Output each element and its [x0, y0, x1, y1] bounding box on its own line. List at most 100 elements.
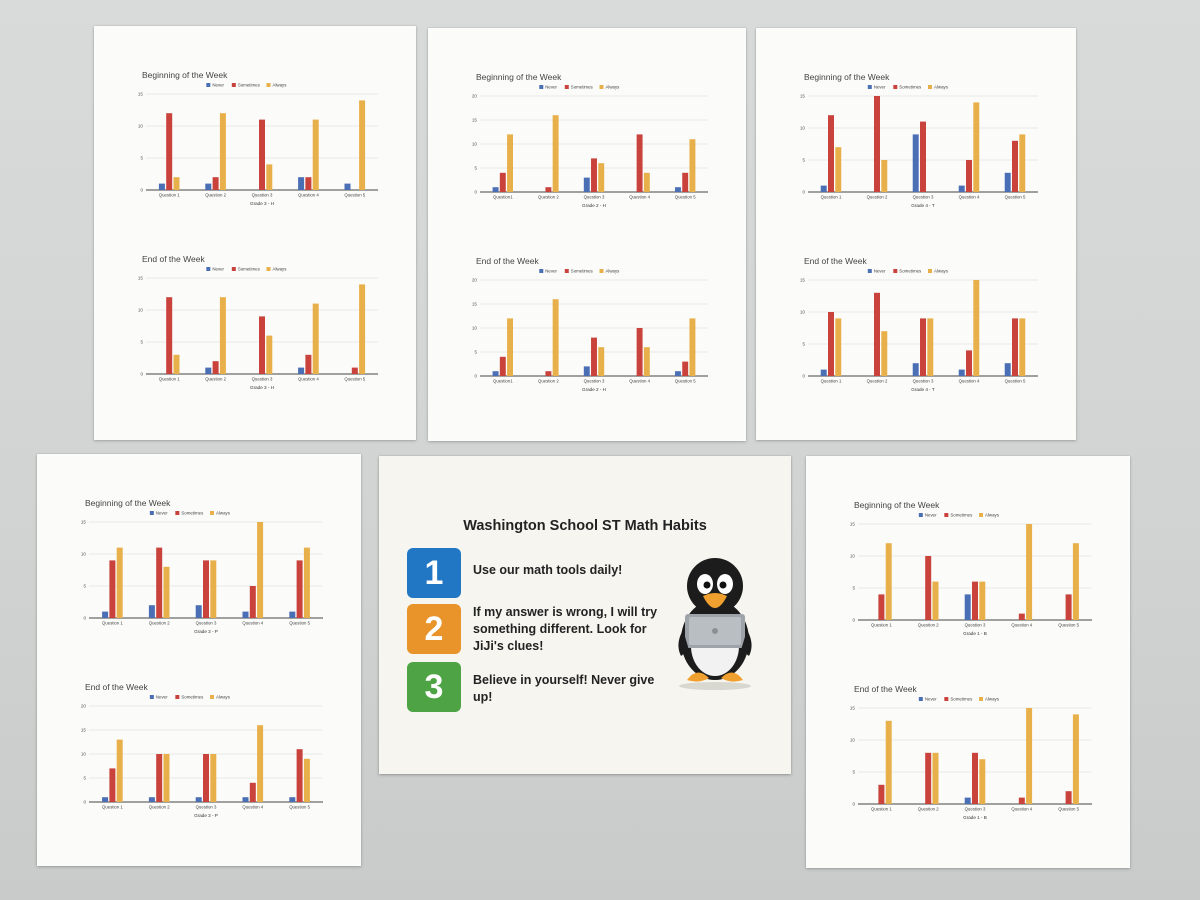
chart-e-2: End of the Week Never Sometimes Always 0 5 10 1… [850, 684, 1092, 820]
chart-e-2-legend-swatch-0 [918, 697, 923, 701]
chart-d-1-xlabel: Grade 3 - P [194, 629, 218, 634]
chart-d-2-bar-q4-never [242, 797, 249, 802]
chart-d-1-bar-q1-always [116, 547, 123, 618]
chart-c-1-bar-q4-always [973, 102, 980, 192]
chart-a-1-legend-swatch-1 [231, 83, 236, 87]
chart-a-1-bar-q2-never [205, 183, 212, 190]
chart-e-1-ytick-5: 5 [852, 586, 855, 591]
chart-d-2-legend-swatch-1 [175, 695, 180, 699]
chart-a-2-ytick-0: 0 [140, 372, 143, 377]
chart-c-1-bar-q5-always [1019, 134, 1026, 192]
chart-d-1-ytick-15: 15 [81, 520, 87, 525]
chart-c-1-bar-q3-sometimes [920, 121, 926, 192]
chart-b-1-title: Beginning of the Week [476, 72, 562, 82]
chart-e-2-legend-label-1: Sometimes [950, 696, 973, 701]
jiji-penguin-icon [678, 558, 752, 690]
chart-d-1-bar-q5-always [303, 547, 310, 618]
chart-c-2-xtick-5: Question 5 [1005, 379, 1026, 384]
chart-sheet-grade3-p: Beginning of the Week Never Sometimes Alway… [37, 454, 361, 866]
chart-a-2-xtick-1: Question 1 [159, 377, 180, 382]
chart-b-2-bar-q3-always [598, 347, 605, 376]
chart-e-2-ytick-5: 5 [852, 770, 855, 775]
chart-a-1-bar-q4-always [312, 119, 319, 190]
chart-d-1-legend-swatch-0 [149, 511, 154, 515]
chart-e-1-bar-q1-always [885, 543, 892, 620]
chart-c-1-xtick-3: Question 3 [913, 195, 934, 200]
chart-d-1-xtick-3: Question 3 [196, 621, 217, 626]
chart-c-2-bar-q3-sometimes [920, 318, 926, 376]
chart-c-2-xtick-1: Question 1 [821, 379, 842, 384]
chart-d-1-ytick-10: 10 [81, 552, 87, 557]
chart-b-1-bar-q2-sometimes [545, 187, 552, 192]
chart-c-2-bar-q4-never [958, 369, 965, 376]
chart-b-1-xtick-2: Question 2 [538, 195, 559, 200]
charts-grade3-p: Beginning of the Week Never Sometimes Alway… [81, 498, 323, 818]
chart-c-1-legend-label-0: Never [874, 84, 886, 89]
chart-e-1-bar-q4-always [1026, 524, 1033, 620]
chart-b-2-ytick-5: 5 [474, 350, 477, 355]
chart-b-1-legend-swatch-0 [539, 85, 544, 89]
chart-e-1-legend-swatch-0 [918, 513, 923, 517]
chart-e-2-title: End of the Week [854, 684, 917, 694]
chart-b-1-ytick-15: 15 [472, 118, 478, 123]
chart-c-2-bar-q3-never [912, 363, 919, 376]
chart-b-1-ytick-20: 20 [472, 94, 478, 99]
chart-e-1-bar-q3-never [964, 594, 971, 620]
chart-sheet-grade3-h: Beginning of the Week Never Sometimes Alway… [94, 26, 416, 440]
chart-e-1-title: Beginning of the Week [854, 500, 940, 510]
chart-c-2-xlabel: Grade 4 - T [911, 387, 935, 392]
chart-c-1-legend-swatch-0 [867, 85, 872, 89]
chart-a-1-ytick-0: 0 [140, 188, 143, 193]
chart-a-1-bar-q2-sometimes [212, 177, 219, 190]
chart-a-2-legend-swatch-2 [266, 267, 271, 271]
chart-d-1-bar-q4-never [242, 611, 249, 618]
chart-b-1-xlabel: Grade 2 - H [582, 203, 606, 208]
chart-c-1-ytick-10: 10 [800, 126, 806, 131]
chart-b-2-ytick-20: 20 [472, 278, 478, 283]
chart-e-2-ytick-0: 0 [852, 802, 855, 807]
chart-c-2-bar-q3-always [927, 318, 934, 376]
chart-b-2-legend-swatch-1 [564, 269, 569, 273]
chart-d-1-ytick-0: 0 [83, 616, 86, 621]
chart-a-1-xtick-5: Question 5 [344, 193, 365, 198]
chart-a-1-bar-q4-never [298, 177, 305, 190]
chart-b-2-ytick-0: 0 [474, 374, 477, 379]
chart-a-2-bar-q2-always [219, 297, 226, 374]
chart-e-1-xtick-5: Question 5 [1058, 623, 1079, 628]
chart-a-2: End of the Week Never Sometimes Always 0 5 10 1… [138, 254, 378, 390]
chart-d-1-bar-q4-sometimes [249, 586, 256, 618]
chart-a-2-bar-q5-always [359, 284, 366, 374]
chart-b-1-legend-label-2: Always [605, 84, 620, 89]
chart-b-1-bar-q1-always [507, 134, 513, 192]
chart-a-1-bar-q4-sometimes [305, 177, 312, 190]
chart-a-2-bar-q4-never [298, 367, 305, 374]
chart-d-1-ytick-5: 5 [83, 584, 86, 589]
chart-d-2-bar-q3-sometimes [203, 754, 209, 802]
chart-a-1-bar-q1-always [173, 177, 180, 190]
chart-b-2-bar-q3-never [583, 366, 590, 376]
chart-e-2-legend-label-0: Never [925, 696, 937, 701]
chart-d-2: End of the Week Never Sometimes Always 0 5 10 1… [81, 682, 323, 818]
chart-d-2-bar-q4-sometimes [249, 782, 256, 802]
chart-b-1-legend-label-1: Sometimes [571, 84, 594, 89]
chart-c-1-bar-q5-never [1004, 172, 1011, 192]
chart-c-1-bar-q4-sometimes [966, 160, 972, 192]
chart-b-1-ytick-0: 0 [474, 190, 477, 195]
chart-c-2-bar-q2-sometimes [874, 292, 880, 376]
chart-b-2: End of the Week Never Sometimes Always 0 5 10 1… [472, 256, 708, 392]
chart-e-2-bar-q5-always [1072, 714, 1079, 804]
chart-a-1-bar-q1-sometimes [166, 113, 173, 190]
chart-b-2-xtick-2: Question 2 [538, 379, 559, 384]
chart-e-1-legend-swatch-2 [979, 513, 984, 517]
chart-a-1-legend-label-0: Never [212, 82, 224, 87]
chart-d-1-bar-q3-sometimes [203, 560, 209, 618]
chart-c-1-ytick-0: 0 [802, 190, 805, 195]
chart-e-1-bar-q1-sometimes [878, 594, 885, 620]
chart-a-2-bar-q2-never [205, 367, 212, 374]
chart-a-2-title: End of the Week [142, 254, 205, 264]
chart-a-2-bar-q1-always [173, 354, 180, 374]
habit-number-1: 1 [407, 548, 461, 598]
chart-a-1-legend-swatch-2 [266, 83, 271, 87]
chart-d-2-bar-q4-always [257, 725, 264, 802]
chart-d-1-xtick-2: Question 2 [149, 621, 170, 626]
